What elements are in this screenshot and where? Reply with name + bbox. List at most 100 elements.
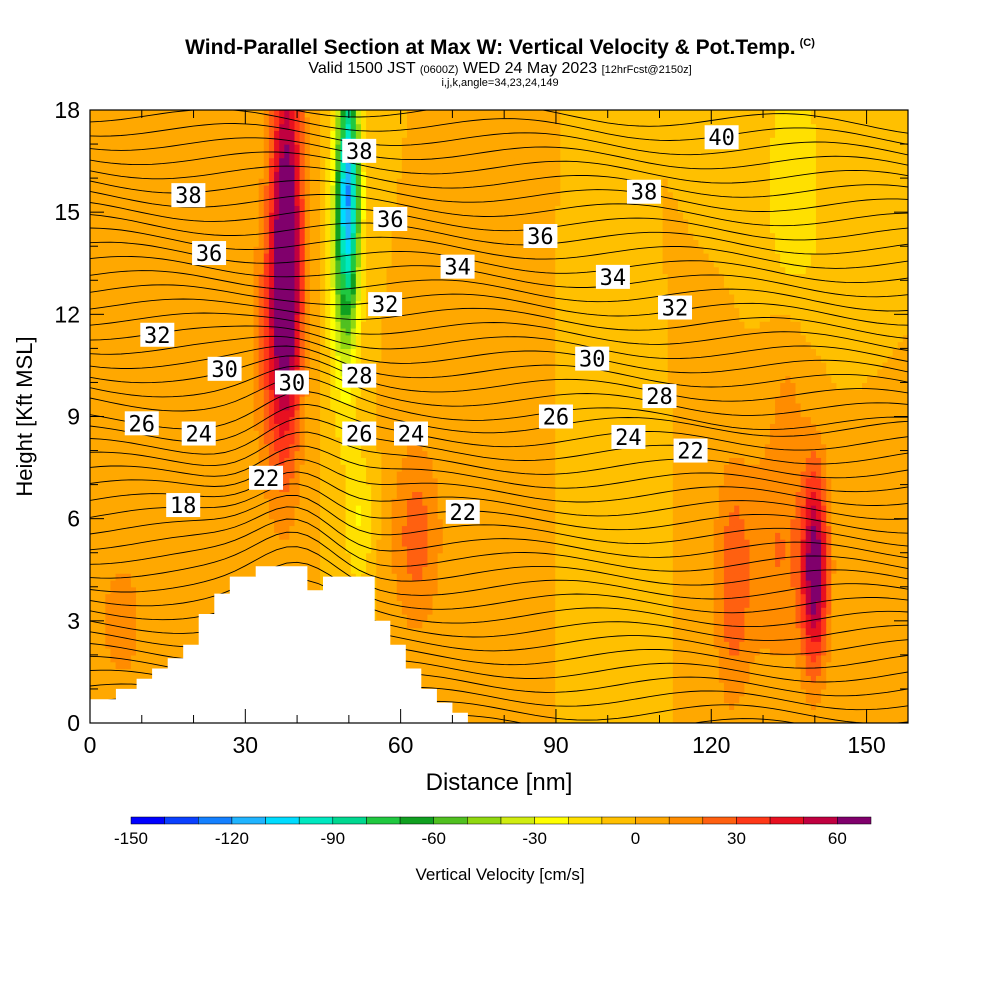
velocity-cell	[207, 518, 214, 527]
velocity-cell	[105, 389, 112, 397]
velocity-cell	[161, 266, 168, 275]
velocity-cell	[268, 300, 275, 309]
velocity-cell	[120, 144, 127, 152]
velocity-cell	[130, 348, 137, 356]
velocity-cell	[263, 450, 270, 458]
velocity-cell	[156, 396, 163, 404]
velocity-cell	[279, 511, 285, 520]
velocity-cell	[314, 477, 321, 486]
velocity-cell	[151, 484, 158, 493]
velocity-cell	[345, 532, 352, 540]
velocity-cell	[350, 171, 357, 179]
velocity-cell	[345, 464, 352, 472]
velocity-cell	[95, 566, 101, 574]
velocity-cell	[233, 430, 239, 438]
velocity-cell	[233, 164, 239, 172]
velocity-cell	[366, 505, 372, 513]
velocity-cell	[105, 375, 112, 384]
velocity-cell	[284, 218, 290, 227]
velocity-cell	[248, 368, 255, 377]
velocity-cell	[279, 532, 285, 540]
velocity-cell	[304, 450, 311, 458]
velocity-cell	[243, 164, 250, 172]
velocity-cell	[115, 355, 122, 363]
velocity-cell	[110, 443, 117, 452]
velocity-cell	[274, 307, 280, 315]
velocity-cell	[146, 641, 152, 649]
velocity-cell	[294, 123, 301, 132]
velocity-cell	[146, 396, 152, 404]
velocity-cell	[335, 368, 342, 377]
velocity-cell	[125, 280, 132, 288]
velocity-cell	[238, 123, 244, 132]
velocity-cell	[314, 307, 321, 315]
velocity-cell	[238, 470, 244, 479]
velocity-cell	[156, 545, 163, 554]
velocity-cell	[350, 559, 357, 567]
velocity-cell	[115, 321, 122, 329]
velocity-cell	[366, 287, 372, 295]
velocity-cell	[161, 314, 168, 322]
velocity-cell	[340, 273, 347, 281]
velocity-cell	[136, 273, 142, 281]
velocity-cell	[366, 198, 372, 206]
velocity-cell	[105, 552, 112, 561]
velocity-cell	[176, 253, 183, 261]
velocity-cell	[161, 579, 168, 588]
velocity-cell	[136, 123, 142, 132]
velocity-cell	[340, 116, 347, 125]
velocity-cell	[222, 144, 229, 152]
velocity-cell	[187, 355, 193, 363]
velocity-cell	[110, 205, 117, 213]
velocity-cell	[130, 382, 137, 390]
velocity-cell	[320, 144, 326, 152]
velocity-cell	[197, 212, 204, 220]
velocity-cell	[304, 355, 311, 363]
velocity-cell	[105, 144, 112, 152]
velocity-cell	[151, 116, 158, 125]
velocity-cell	[115, 396, 122, 404]
velocity-cell	[279, 293, 285, 302]
velocity-cell	[171, 368, 178, 377]
velocity-cell	[141, 450, 147, 458]
velocity-cell	[187, 539, 193, 547]
velocity-cell	[217, 273, 224, 281]
velocity-cell	[360, 348, 367, 356]
velocity-cell	[120, 579, 127, 588]
velocity-cell	[233, 144, 239, 152]
velocity-cell	[320, 498, 326, 506]
velocity-cell	[105, 218, 112, 227]
velocity-cell	[141, 491, 147, 499]
velocity-cell	[120, 661, 127, 670]
velocity-cell	[110, 110, 117, 118]
velocity-cell	[299, 116, 306, 125]
velocity-cell	[115, 614, 122, 622]
velocity-cell	[105, 430, 112, 438]
velocity-cell	[125, 348, 132, 356]
velocity-cell	[222, 157, 229, 166]
velocity-cell	[350, 123, 357, 132]
velocity-cell	[141, 532, 147, 540]
velocity-cell	[355, 321, 362, 329]
velocity-cell	[335, 273, 342, 281]
velocity-cell	[253, 368, 260, 377]
velocity-cell	[320, 552, 326, 561]
velocity-cell	[146, 661, 152, 670]
velocity-cell	[279, 198, 285, 206]
velocity-cell	[202, 402, 209, 411]
velocity-cell	[371, 532, 377, 540]
velocity-cell	[202, 518, 209, 527]
velocity-cell	[360, 443, 367, 452]
velocity-cell	[156, 157, 163, 166]
velocity-cell	[171, 518, 178, 527]
velocity-cell	[182, 178, 188, 186]
velocity-cell	[90, 171, 96, 179]
velocity-cell	[197, 443, 204, 452]
velocity-cell	[120, 137, 127, 145]
velocity-cell	[151, 579, 158, 588]
velocity-cell	[366, 532, 372, 540]
velocity-cell	[182, 586, 188, 595]
velocity-cell	[309, 430, 316, 438]
velocity-cell	[279, 130, 285, 138]
velocity-cell	[314, 259, 321, 268]
